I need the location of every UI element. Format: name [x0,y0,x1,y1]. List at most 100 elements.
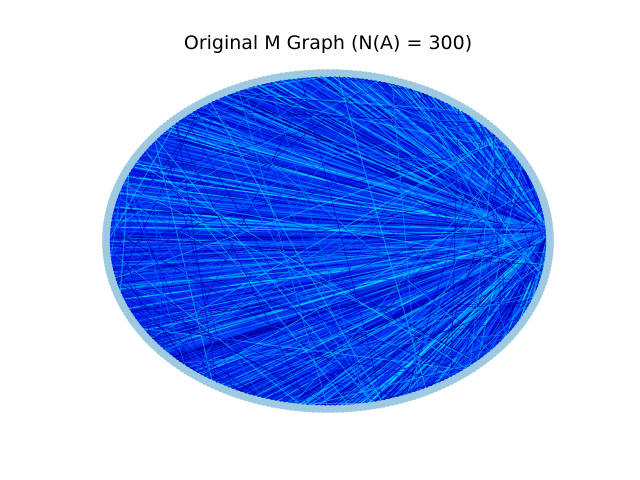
graph-edge [172,120,310,409]
graph-edge [250,258,549,399]
graph-edge [193,107,375,406]
figure-title: Original M Graph (N(A) = 300) [184,32,472,54]
graph-edge [299,74,548,270]
graph-edge [119,182,214,385]
graph-edge [225,91,516,152]
graph-edge [268,78,541,290]
graph-edge [267,79,370,407]
graph-edge [109,212,551,242]
graph-edge [281,76,550,231]
graph-edge [391,79,544,283]
graph-edge [369,265,548,407]
graph-edge [114,251,550,287]
graph-edge [105,115,180,245]
graph-edge [233,88,550,232]
graph-edge [350,73,544,284]
graph-edge [109,120,484,210]
graph-edge [346,123,487,409]
graph-edge [327,265,548,410]
graph-edge [150,139,164,354]
graph-edge [492,230,551,354]
graph-edge [172,85,415,122]
graph-edge [179,115,484,122]
graph-edge [107,219,550,232]
graph-edge [304,153,519,409]
graph-edge [117,182,121,297]
graph-edge [123,175,265,403]
graph-edge [304,73,550,231]
graph-edge [106,233,549,259]
graph-edge [119,166,130,300]
graph-edge [434,233,551,389]
graph-edge [454,289,541,380]
graph-edge [153,136,375,406]
graph-edge [182,75,366,115]
graph-edge [105,247,167,357]
graph-edge [189,153,519,373]
graph-edge [276,229,550,406]
graph-edge [400,82,545,280]
graph-edge [476,159,523,366]
graph-edge [225,73,347,93]
graph-edge [175,118,218,387]
graph-edge [332,333,514,410]
graph-node [545,240,554,249]
graph-edge [277,370,470,405]
graph-edge [391,79,528,167]
graph-edge [350,258,549,409]
graph-edge [190,108,541,193]
graph-edge [106,133,500,252]
graph-edge [123,175,550,232]
graph-edge [476,116,545,280]
graph-nodes [102,69,554,413]
graph-edge [105,237,170,359]
graph-edge [409,84,535,304]
graph-edge [133,159,470,371]
graph-edge [153,240,551,346]
graph-edge [391,162,526,402]
graph-edge [111,279,397,402]
graph-edge [346,72,551,235]
graph-edge [501,136,550,256]
graph-edge [405,123,487,399]
graph-edge [369,198,544,407]
graph-edge [111,202,550,231]
graph-edge [479,118,511,337]
graph-edge [369,230,550,407]
graph-edge [250,82,550,232]
graph-edge [295,230,550,408]
graph-edge [121,178,550,231]
graph-edge [498,133,551,249]
graph-edge [105,247,296,408]
graph-edge [197,185,538,378]
graph-edge [131,162,550,231]
graph-edge [364,153,519,407]
graph-edge [128,165,481,364]
graph-edge [127,302,535,313]
graph-edge [115,192,548,266]
graph-edge [159,131,234,394]
graph-edge [106,75,287,259]
graph-edge [105,73,343,235]
graph-edge [176,333,513,364]
graph-edge [123,175,540,294]
graph-edge [118,153,519,297]
graph-edge [201,102,494,129]
graph-edge [162,141,508,354]
graph-edge [193,76,375,375]
graph-edge [413,230,550,397]
graph-edge [107,223,410,398]
graph-edge [241,85,370,407]
graph-edge [224,91,514,335]
graph-edge [286,75,519,155]
graph-edge [133,321,451,382]
graph-edge [450,105,459,381]
graph-edge [190,350,497,374]
graph-edge [109,209,155,346]
graph-edge [299,74,384,404]
graph-edge [179,115,487,359]
graph-edge [106,141,508,249]
graph-edge [116,188,550,232]
graph-edge [105,240,467,373]
